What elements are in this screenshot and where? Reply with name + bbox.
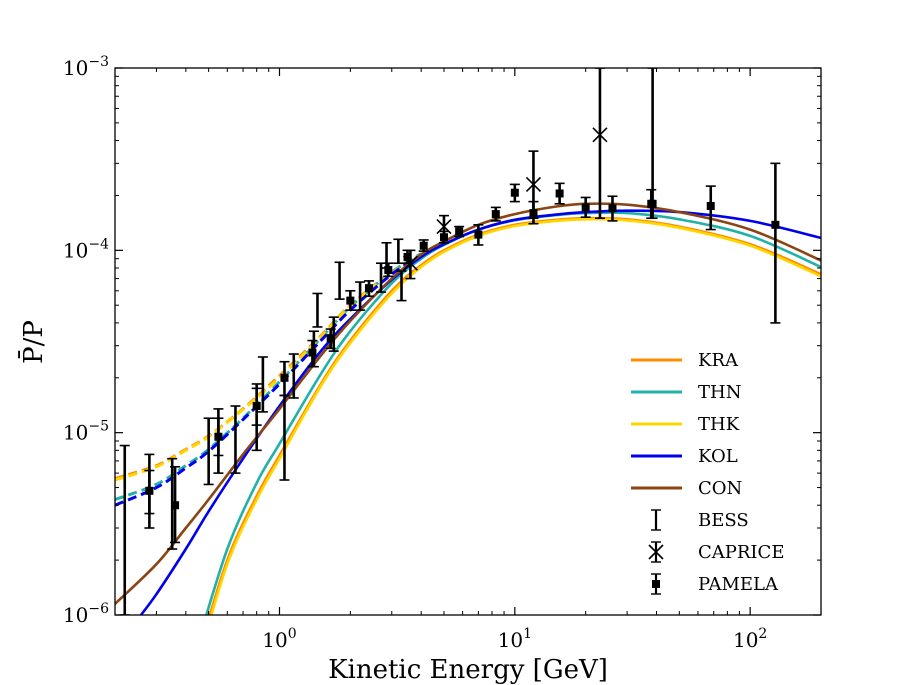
pamela-marker xyxy=(555,189,564,198)
pamela-marker xyxy=(403,252,412,261)
pamela-point xyxy=(325,328,336,350)
bess-point xyxy=(288,353,299,399)
series-kol-line xyxy=(139,209,821,615)
bess-point xyxy=(203,417,214,486)
bess-point xyxy=(381,241,392,269)
bess-point xyxy=(230,405,241,474)
legend-label: THK xyxy=(698,414,740,435)
legend-marker xyxy=(648,544,664,560)
pamela-point xyxy=(170,465,181,544)
legend-item-caprice: CAPRICE xyxy=(648,541,784,563)
caprice-marker xyxy=(525,176,542,192)
pamela-marker xyxy=(581,203,590,212)
pamela-point xyxy=(509,183,520,203)
x-tick-label: 101 xyxy=(498,626,532,652)
pamela-point xyxy=(705,185,716,231)
legend-item-con: CON xyxy=(631,478,742,499)
pamela-marker xyxy=(510,188,519,197)
pamela-marker xyxy=(326,334,335,343)
legend-label: THN xyxy=(698,382,741,403)
pamela-point xyxy=(307,339,318,368)
y-axis-label: P̄/P xyxy=(17,320,49,364)
series-kol-dashed-line xyxy=(115,253,423,507)
y-tick-label: 10−6 xyxy=(63,601,109,627)
pamela-marker xyxy=(346,296,355,305)
pamela-marker xyxy=(214,432,223,441)
x-tick-label: 102 xyxy=(733,626,767,652)
pamela-marker xyxy=(419,241,428,250)
pamela-point xyxy=(647,68,658,220)
y-tick-label: 10−5 xyxy=(63,419,109,445)
pamela-marker xyxy=(364,284,373,293)
legend: KRA THN THK KOL CON BESS CAPRICE PAMELA xyxy=(631,350,784,595)
pamela-marker xyxy=(455,227,464,236)
pamela-marker xyxy=(145,486,154,495)
pamela-point xyxy=(580,196,591,218)
legend-item-thn: THN xyxy=(631,382,741,403)
y-tick-label: 10−3 xyxy=(63,54,109,80)
pamela-point xyxy=(473,224,484,246)
pamela-point xyxy=(363,280,374,298)
legend-item-pamela: PAMELA xyxy=(651,573,779,595)
axis-ticks: 100 101 102 10−6 10−5 10−4 10−3 xyxy=(63,54,821,652)
pamela-point xyxy=(383,262,394,278)
pamela-marker xyxy=(280,373,289,382)
pamela-marker xyxy=(529,209,538,218)
legend-marker xyxy=(652,580,660,588)
plot-frame xyxy=(114,67,822,616)
pamela-marker xyxy=(439,233,448,242)
x-axis-label: Kinetic Energy [GeV] xyxy=(328,655,608,685)
pamela-marker xyxy=(491,210,500,219)
pamela-point xyxy=(438,230,449,244)
pamela-point xyxy=(490,206,501,222)
pamela-point xyxy=(554,182,565,205)
pamela-marker xyxy=(608,204,617,213)
bess-point xyxy=(396,270,407,302)
pamela-point xyxy=(528,200,539,225)
y-tick-label: 10−4 xyxy=(63,236,109,262)
pamela-marker xyxy=(308,348,317,357)
legend-item-kol: KOL xyxy=(631,446,738,467)
legend-label: BESS xyxy=(698,510,749,531)
series-thk-line xyxy=(210,217,821,615)
bess-point xyxy=(393,238,404,265)
legend-label: KRA xyxy=(698,350,739,371)
pamela-marker xyxy=(252,402,261,411)
legend-label: CAPRICE xyxy=(698,542,784,563)
bess-point xyxy=(355,281,366,311)
bess-point xyxy=(119,444,130,615)
x-tick-label: 100 xyxy=(262,626,296,652)
pamela-point xyxy=(213,417,224,457)
legend-item-kra: KRA xyxy=(631,350,739,371)
caprice-point xyxy=(592,68,608,220)
pamela-marker xyxy=(648,199,657,208)
series-con-line xyxy=(115,202,821,605)
pamela-marker xyxy=(171,501,180,510)
pamela-point xyxy=(770,162,781,324)
pamela-point xyxy=(402,249,413,265)
pamela-point xyxy=(279,360,290,397)
bess-point xyxy=(312,292,323,328)
legend-label: CON xyxy=(698,478,742,499)
caprice-marker xyxy=(592,127,608,143)
pamela-marker xyxy=(771,220,780,229)
legend-label: PAMELA xyxy=(698,574,779,595)
pamela-marker xyxy=(384,266,393,275)
pamela-point xyxy=(418,239,429,252)
legend-item-bess: BESS xyxy=(651,509,749,531)
legend-item-thk: THK xyxy=(631,414,740,435)
pamela-point xyxy=(454,225,465,238)
pamela-point xyxy=(607,195,618,222)
bess-point xyxy=(257,356,268,413)
pamela-point xyxy=(144,469,155,515)
pamela-point xyxy=(251,387,262,426)
legend-label: KOL xyxy=(698,446,738,467)
pamela-point xyxy=(345,289,356,311)
data-points xyxy=(119,68,781,615)
pamela-marker xyxy=(706,202,715,211)
pamela-marker xyxy=(474,230,483,239)
bess-point xyxy=(334,261,345,300)
